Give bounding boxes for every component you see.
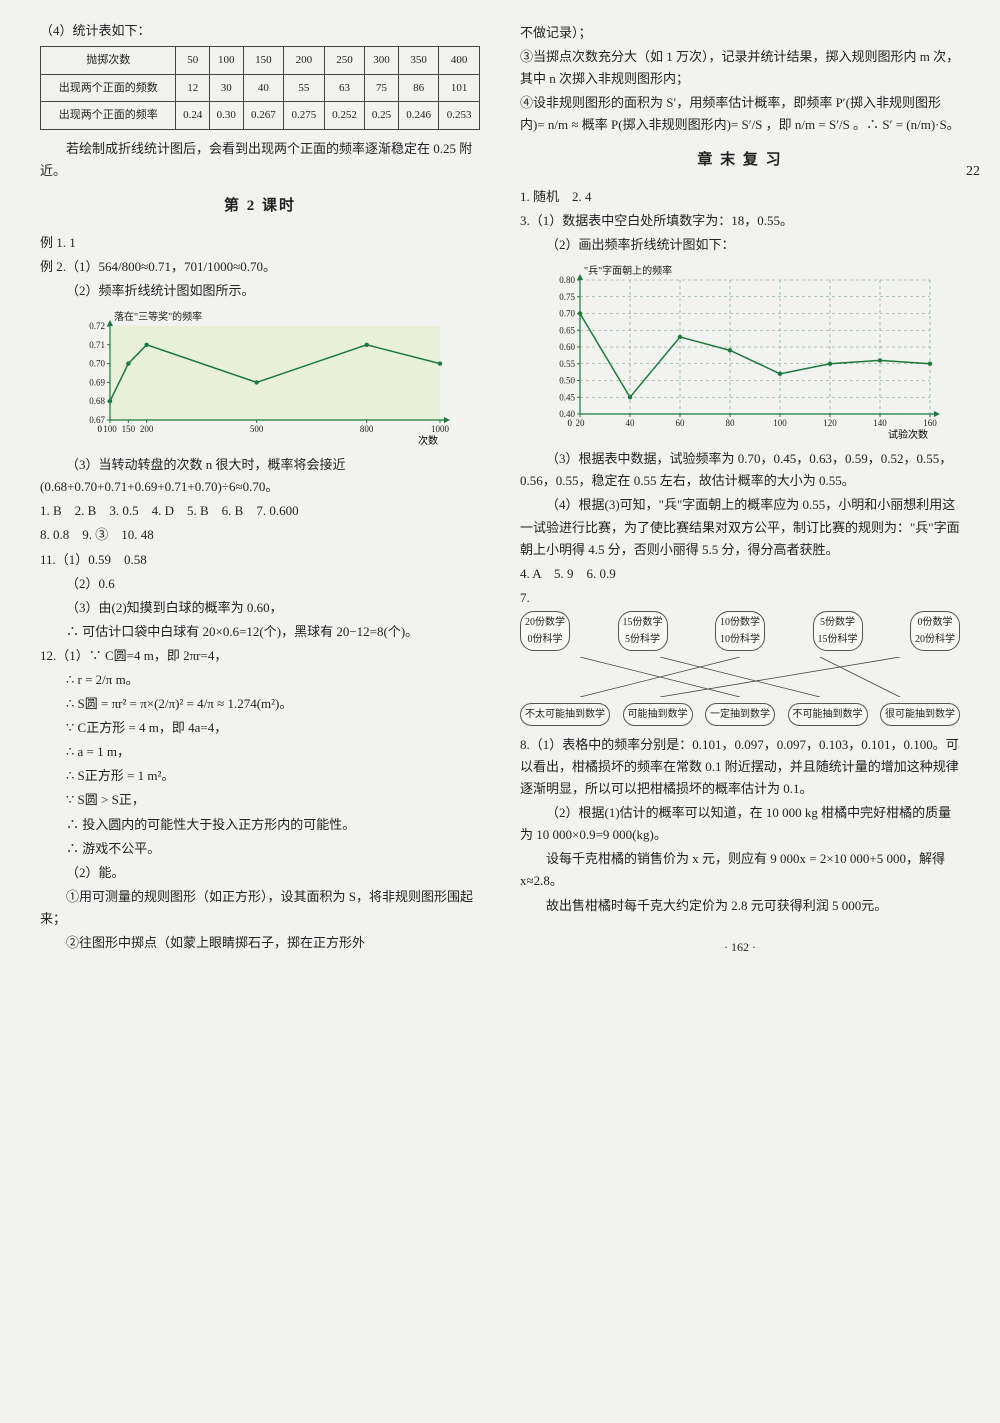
svg-text:"兵"字面朝上的频率: "兵"字面朝上的频率 <box>584 264 672 277</box>
left-column: （4）统计表如下： 抛掷次数 50 100 150 200 250 300 35… <box>40 20 480 957</box>
q12-line: ①用可测量的规则图形（如正方形），设其面积为 S，将非规则图形围起来； <box>40 886 480 930</box>
cont-1: 不做记录）； <box>520 22 960 44</box>
section-title: 第 2 课时 <box>40 194 480 220</box>
svg-text:0.75: 0.75 <box>559 292 575 302</box>
svg-text:20: 20 <box>576 418 586 428</box>
q11-2: （2）0.6 <box>40 573 480 595</box>
svg-text:0.45: 0.45 <box>559 393 575 403</box>
q12-line: ∵ C正方形 = 4 m，即 4a=4， <box>40 717 480 739</box>
tree-node-top: 5份数学15份科学 <box>813 611 863 651</box>
q12-head: 12.（1）∵ C圆=4 m，即 2πr=4， <box>40 645 480 667</box>
q12-line: ∵ S圆 > S正， <box>40 789 480 811</box>
svg-text:0: 0 <box>568 418 573 428</box>
chapter-review-title: 章 末 复 习 <box>520 148 960 174</box>
svg-text:0.80: 0.80 <box>559 275 575 285</box>
tree-node-bottom: 不可能抽到数学 <box>788 703 868 726</box>
svg-text:0: 0 <box>98 424 103 434</box>
svg-text:80: 80 <box>726 418 736 428</box>
svg-text:800: 800 <box>360 424 374 434</box>
answers-row-1: 1. B 2. B 3. 0.5 4. D 5. B 6. B 7. 0.600 <box>40 500 480 522</box>
tree-node-bottom: 一定抽到数学 <box>705 703 775 726</box>
tree-node-top: 10份数学10份科学 <box>715 611 765 651</box>
svg-text:100: 100 <box>773 418 787 428</box>
tree-node-top: 0份数学20份科学 <box>910 611 960 651</box>
answers-row-2: 8. 0.8 9. ③ 10. 48 <box>40 524 480 546</box>
svg-text:0.70: 0.70 <box>559 309 575 319</box>
q11-3b: ∴ 可估计口袋中白球有 20×0.6=12(个)，黑球有 20−12=8(个)。 <box>40 621 480 643</box>
tree-node-bottom: 可能抽到数学 <box>623 703 693 726</box>
svg-text:1000: 1000 <box>431 424 450 434</box>
q3-4: （4）根据(3)可知，"兵"字面朝上的概率应为 0.55，小明和小丽想利用这一试… <box>520 494 960 560</box>
cont-3: ④设非规则图形的面积为 S′，用频率估计概率，即频率 P′(掷入非规则图形内)=… <box>520 92 960 136</box>
table-row: 出现两个正面的频数 12 30 40 55 63 75 86 101 <box>41 74 480 102</box>
svg-text:次数: 次数 <box>418 434 438 447</box>
q8-3: 设每千克柑橘的销售价为 x 元，则应有 9 000x = 2×10 000+5 … <box>520 848 960 892</box>
frequency-chart-1: 0.670.680.690.700.710.721001502005008001… <box>70 308 450 448</box>
svg-text:150: 150 <box>122 424 136 434</box>
q3-1: 3.（1）数据表中空白处所填数字为：18，0.55。 <box>520 210 960 232</box>
svg-text:0.71: 0.71 <box>89 340 105 350</box>
right-column: 不做记录）； ③当掷点次数充分大（如 1 万次），记录并统计结果，掷入规则图形内… <box>520 20 960 957</box>
q12-line: ∴ r = 2/π m。 <box>40 669 480 691</box>
svg-text:0.60: 0.60 <box>559 342 575 352</box>
table-row: 出现两个正面的频率 0.24 0.30 0.267 0.275 0.252 0.… <box>41 102 480 130</box>
svg-text:140: 140 <box>873 418 887 428</box>
q12-line: ∴ S正方形 = 1 m²。 <box>40 765 480 787</box>
q12-line: ∴ 投入圆内的可能性大于投入正方形内的可能性。 <box>40 814 480 836</box>
q7-label: 7. <box>520 587 960 609</box>
svg-text:60: 60 <box>676 418 686 428</box>
svg-text:120: 120 <box>823 418 837 428</box>
tree-node-bottom: 很可能抽到数学 <box>880 703 960 726</box>
q8-2: （2）根据(1)估计的概率可以知道，在 10 000 kg 柑橘中完好柑橘的质量… <box>520 802 960 846</box>
tree-diagram: 20份数学0份科学 15份数学5份科学 10份数学10份科学 5份数学15份科学 0份数… <box>520 611 960 726</box>
tree-node-top: 20份数学0份科学 <box>520 611 570 651</box>
svg-text:100: 100 <box>103 424 117 434</box>
tree-lines-svg <box>540 657 940 697</box>
q12-line: （2）能。 <box>40 862 480 884</box>
after-table-text: 若绘制成折线统计图后，会看到出现两个正面的频率逐渐稳定在 0.25 附近。 <box>40 138 480 182</box>
page-number: 22 <box>966 160 980 184</box>
example-1: 例 1. 1 <box>40 232 480 254</box>
q12-line: ∴ 游戏不公平。 <box>40 838 480 860</box>
svg-text:试验次数: 试验次数 <box>888 428 928 441</box>
stats-table: 抛掷次数 50 100 150 200 250 300 350 400 出现两个… <box>40 46 480 130</box>
footer-page-num: · 162 · <box>520 937 960 957</box>
q8-4: 故出售柑橘时每千克大约定价为 2.8 元可获得利润 5 000元。 <box>520 895 960 917</box>
q3-3: （3）根据表中数据，试验频率为 0.70，0.45，0.63，0.59，0.52… <box>520 448 960 492</box>
q11-1: 11.（1）0.59 0.58 <box>40 549 480 571</box>
table-intro: （4）统计表如下： <box>40 20 480 42</box>
q12-line: ∴ S圆 = πr² = π×(2/π)² = 4/π ≈ 1.274(m²)。 <box>40 693 480 715</box>
svg-text:0.70: 0.70 <box>89 359 105 369</box>
svg-text:落在"三等奖"的频率: 落在"三等奖"的频率 <box>114 310 202 323</box>
example-2c: （3）当转动转盘的次数 n 很大时，概率将会接近 (0.68+0.70+0.71… <box>40 454 480 498</box>
example-2a: 例 2.（1）564/800≈0.71，701/1000≈0.70。 <box>40 256 480 278</box>
q8-1: 8.（1）表格中的频率分别是：0.101，0.097，0.097，0.103，0… <box>520 734 960 800</box>
svg-text:0.72: 0.72 <box>89 321 105 331</box>
frequency-chart-2: 0.400.450.500.550.600.650.700.750.802040… <box>540 262 940 442</box>
tree-node-bottom: 不太可能抽到数学 <box>520 703 610 726</box>
svg-text:160: 160 <box>923 418 937 428</box>
cont-2: ③当掷点次数充分大（如 1 万次），记录并统计结果，掷入规则图形内 m 次，其中… <box>520 46 960 90</box>
svg-text:0.50: 0.50 <box>559 376 575 386</box>
example-2b: （2）频率折线统计图如图所示。 <box>40 280 480 302</box>
table-row: 抛掷次数 50 100 150 200 250 300 350 400 <box>41 47 480 75</box>
q3-2: （2）画出频率折线统计图如下： <box>520 234 960 256</box>
svg-text:40: 40 <box>626 418 636 428</box>
svg-text:0.65: 0.65 <box>559 326 575 336</box>
svg-text:0.68: 0.68 <box>89 396 105 406</box>
answers-r4: 4. A 5. 9 6. 0.9 <box>520 563 960 585</box>
tree-node-top: 15份数学5份科学 <box>618 611 668 651</box>
answers-r1: 1. 随机 2. 4 <box>520 186 960 208</box>
q12-line: ∴ a = 1 m， <box>40 741 480 763</box>
q11-3: （3）由(2)知摸到白球的概率为 0.60， <box>40 597 480 619</box>
svg-text:500: 500 <box>250 424 264 434</box>
svg-text:0.55: 0.55 <box>559 359 575 369</box>
svg-text:0.69: 0.69 <box>89 378 105 388</box>
svg-text:200: 200 <box>140 424 154 434</box>
q12-line: ②往图形中掷点（如蒙上眼睛掷石子，掷在正方形外 <box>40 932 480 954</box>
